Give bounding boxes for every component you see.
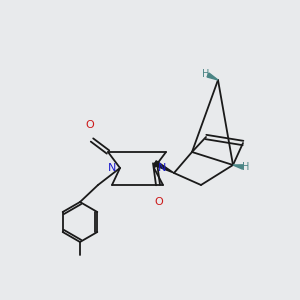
Text: N: N bbox=[108, 163, 116, 173]
Text: O: O bbox=[85, 120, 94, 130]
Text: N: N bbox=[158, 163, 166, 173]
Text: H: H bbox=[242, 162, 250, 172]
Text: H: H bbox=[202, 69, 210, 79]
Polygon shape bbox=[154, 161, 174, 173]
Polygon shape bbox=[233, 165, 243, 169]
Text: O: O bbox=[154, 197, 164, 207]
Polygon shape bbox=[207, 73, 218, 80]
